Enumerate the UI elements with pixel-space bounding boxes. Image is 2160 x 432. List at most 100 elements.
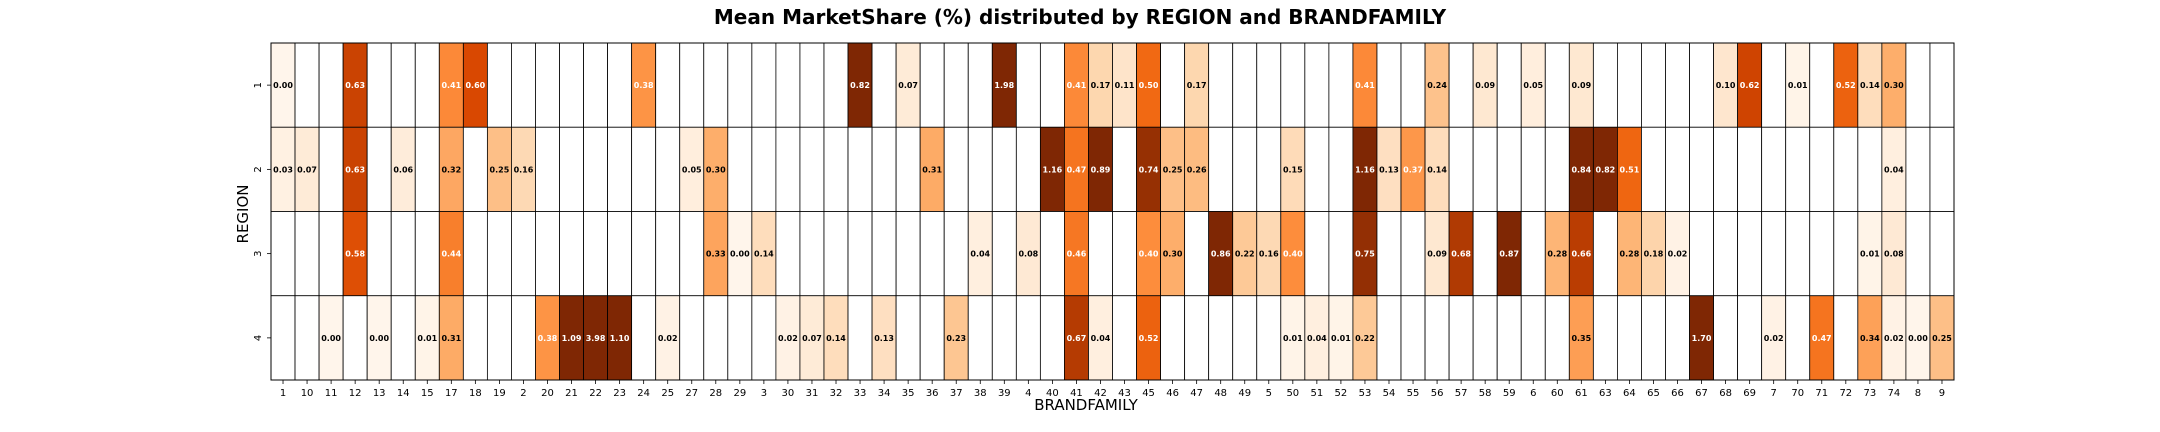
heatmap-cell bbox=[1833, 211, 1859, 297]
heatmap-cell bbox=[871, 126, 897, 212]
x-tick-label: 69 bbox=[1743, 388, 1756, 399]
heatmap-cell bbox=[799, 211, 825, 297]
cell-value-label: 0.22 bbox=[1355, 334, 1375, 343]
heatmap-cell bbox=[462, 211, 488, 297]
cell-value-label: 0.00 bbox=[730, 250, 750, 259]
heatmap-cell bbox=[871, 42, 897, 128]
heatmap-cell bbox=[991, 42, 1017, 128]
heatmap-cell bbox=[823, 126, 849, 212]
heatmap-cell bbox=[438, 295, 464, 381]
heatmap-cell bbox=[1280, 42, 1306, 128]
heatmap-cell bbox=[1833, 126, 1859, 212]
heatmap-cell bbox=[1665, 42, 1690, 128]
heatmap-cell bbox=[1761, 126, 1787, 212]
heatmap-cell bbox=[943, 295, 969, 381]
heatmap-cell bbox=[366, 295, 392, 381]
heatmap-cell bbox=[583, 126, 608, 212]
cell-value-label: 0.41 bbox=[1355, 81, 1375, 90]
cell-value-label: 0.38 bbox=[538, 334, 558, 343]
cell-value-label: 0.63 bbox=[345, 165, 365, 174]
heatmap-cell bbox=[895, 211, 921, 297]
heatmap-cell bbox=[342, 42, 368, 128]
heatmap-cell bbox=[1376, 42, 1402, 128]
heatmap-cell bbox=[1328, 42, 1354, 128]
heatmap-cell bbox=[1785, 126, 1811, 212]
heatmap-cell bbox=[1857, 211, 1883, 297]
heatmap-cell bbox=[1785, 211, 1811, 297]
heatmap-cell bbox=[799, 42, 825, 128]
cell-value-label: 0.52 bbox=[1139, 334, 1159, 343]
cell-value-label: 0.40 bbox=[1139, 250, 1159, 259]
heatmap-cell bbox=[895, 295, 921, 381]
x-tick-label: 36 bbox=[926, 388, 939, 399]
heatmap-cell bbox=[751, 295, 777, 381]
x-tick-label: 64 bbox=[1623, 388, 1636, 399]
x-tick-label: 1 bbox=[280, 388, 286, 399]
heatmap-cell bbox=[1713, 295, 1739, 381]
heatmap-cell bbox=[943, 126, 969, 212]
x-tick-label: 73 bbox=[1863, 388, 1876, 399]
heatmap-cell bbox=[1448, 126, 1474, 212]
heatmap-cell bbox=[535, 126, 560, 212]
heatmap-cell bbox=[991, 295, 1017, 381]
heatmap-cell bbox=[1472, 42, 1498, 128]
heatmap-cell bbox=[1617, 211, 1642, 297]
cell-value-label: 0.28 bbox=[1547, 250, 1567, 259]
heatmap-cell bbox=[486, 42, 512, 128]
heatmap-cell bbox=[991, 126, 1017, 212]
x-tick-label: 10 bbox=[301, 388, 314, 399]
cell-value-label: 0.68 bbox=[1451, 250, 1471, 259]
heatmap-cell bbox=[799, 295, 825, 381]
cell-value-label: 0.87 bbox=[1499, 250, 1519, 259]
heatmap-cell bbox=[1208, 295, 1234, 381]
heatmap-cell bbox=[1713, 211, 1739, 297]
heatmap-cell bbox=[991, 211, 1017, 297]
cell-value-label: 0.04 bbox=[1884, 165, 1904, 174]
cell-value-label: 0.06 bbox=[393, 165, 413, 174]
heatmap-cell bbox=[511, 126, 536, 212]
cell-value-label: 1.16 bbox=[1043, 165, 1063, 174]
heatmap-cell bbox=[1617, 295, 1642, 381]
heatmap-cell bbox=[1617, 42, 1642, 128]
x-tick-label: 43 bbox=[1118, 388, 1131, 399]
cell-value-label: 0.05 bbox=[682, 165, 702, 174]
heatmap-cell bbox=[511, 42, 536, 128]
heatmap-cell bbox=[438, 211, 464, 297]
x-tick-label: 41 bbox=[1070, 388, 1083, 399]
cell-value-label: 0.16 bbox=[1259, 250, 1279, 259]
cell-value-label: 0.46 bbox=[1067, 250, 1087, 259]
heatmap-cell bbox=[1881, 126, 1907, 212]
heatmap-cell bbox=[1761, 42, 1787, 128]
heatmap-cell bbox=[535, 295, 560, 381]
x-tick-label: 31 bbox=[806, 388, 819, 399]
heatmap-cell bbox=[294, 42, 320, 128]
heatmap-cell bbox=[294, 211, 320, 297]
x-tick-label: 20 bbox=[541, 388, 554, 399]
x-tick-label: 19 bbox=[493, 388, 506, 399]
heatmap-cell bbox=[751, 42, 777, 128]
cell-value-label: 3.98 bbox=[586, 334, 606, 343]
cell-value-label: 0.14 bbox=[1427, 165, 1447, 174]
x-tick-label: 5 bbox=[1266, 388, 1272, 399]
heatmap-cell bbox=[1544, 295, 1570, 381]
heatmap-cell bbox=[1833, 295, 1859, 381]
heatmap-cell bbox=[294, 295, 320, 381]
x-tick-label: 55 bbox=[1407, 388, 1420, 399]
heatmap-cell bbox=[1448, 211, 1474, 297]
x-tick-label: 18 bbox=[469, 388, 482, 399]
heatmap-cell bbox=[1713, 42, 1739, 128]
heatmap-cell bbox=[1929, 126, 1955, 212]
heatmap-cell bbox=[1328, 211, 1354, 297]
cell-value-label: 0.14 bbox=[754, 250, 774, 259]
heatmap-cell bbox=[1304, 211, 1330, 297]
heatmap-cell bbox=[1400, 211, 1426, 297]
cell-value-label: 0.37 bbox=[1403, 165, 1423, 174]
cell-value-label: 0.32 bbox=[441, 165, 461, 174]
heatmap-cell bbox=[1160, 126, 1186, 212]
x-axis-label: BRANDFAMILY bbox=[1034, 396, 1138, 414]
x-tick-label: 25 bbox=[661, 388, 674, 399]
heatmap-cell bbox=[943, 42, 969, 128]
heatmap-cell bbox=[607, 211, 633, 297]
cell-value-label: 0.60 bbox=[465, 81, 485, 90]
cell-value-label: 0.82 bbox=[850, 81, 870, 90]
